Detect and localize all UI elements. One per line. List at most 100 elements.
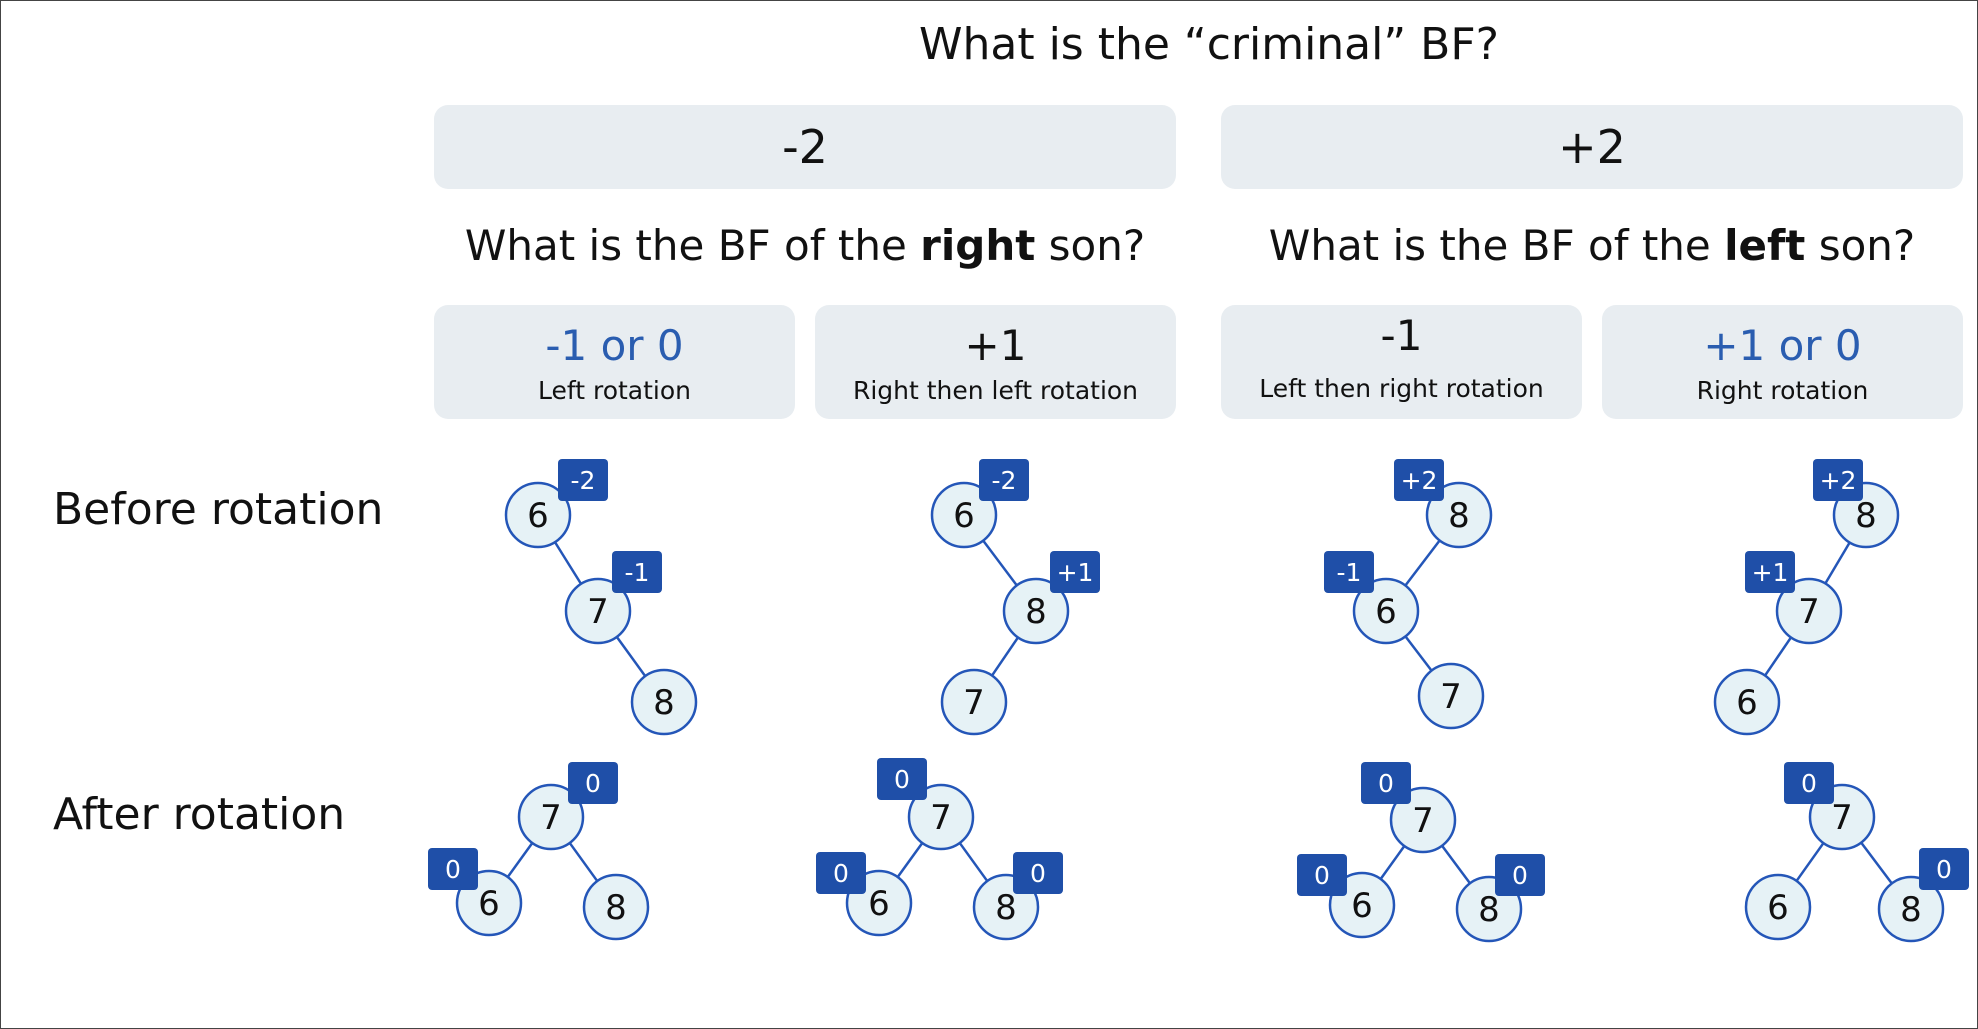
tree-node-label: 7 [1440, 677, 1462, 717]
tree-node-label: 8 [1900, 890, 1922, 930]
balance-factor-badge [877, 758, 927, 800]
tree-node-label: 7 [587, 592, 609, 632]
case-rotation-label: Right rotation [1696, 376, 1869, 405]
tree-edge [990, 636, 1020, 677]
balance-factor-badge [1324, 551, 1374, 593]
balance-factor-value: 0 [1512, 861, 1528, 890]
question-emphasis: right [920, 221, 1036, 270]
tree-edge [1860, 841, 1893, 885]
balance-factor-value: 0 [585, 769, 601, 798]
case-panel-left-rotation: -1 or 0 Left rotation [434, 305, 795, 419]
tree-node-label: 8 [605, 888, 627, 928]
balance-factor-value: 0 [833, 859, 849, 888]
tree-node-label: 6 [1736, 683, 1758, 723]
left-son-question: What is the BF of the left son? [1221, 221, 1963, 270]
balance-factor-badge [1784, 762, 1834, 804]
tree-edge [568, 842, 599, 882]
tree-node-label: 8 [1478, 890, 1500, 930]
tree-node-label: 7 [1798, 592, 1820, 632]
tree-edge [1763, 636, 1793, 677]
balance-factor-badge [1813, 459, 1863, 501]
tree-node-label: 6 [1767, 888, 1789, 928]
tree-edge [1404, 635, 1433, 672]
case-bf-value: +1 [964, 321, 1027, 370]
balance-factor-value: -1 [1337, 558, 1362, 587]
criminal-bf-negative: -2 [782, 120, 828, 174]
balance-factor-value: -1 [625, 558, 650, 587]
tree-node-label: 6 [1375, 592, 1397, 632]
tree-node-label: 8 [1448, 496, 1470, 536]
tree-node [504, 481, 572, 549]
before-tree-2: 6 -2 8 +1 7 [930, 459, 1100, 736]
before-tree-4: 8+2 7 +1 6 [1713, 459, 1900, 736]
tree-edge [1795, 842, 1825, 882]
question-text: What is the BF of the [464, 221, 921, 270]
case-panel-left-right-rotation: -1 Left then right rotation [1221, 305, 1582, 419]
tree-node-label: 7 [963, 683, 985, 723]
tree-edge [982, 539, 1018, 587]
tree-node [582, 873, 650, 941]
balance-factor-value: -2 [992, 466, 1017, 495]
balance-factor-value: +1 [1752, 558, 1789, 587]
tree-node-label: 7 [1831, 798, 1853, 838]
tree-node [1417, 662, 1485, 730]
tree-node-label: 8 [1855, 496, 1877, 536]
tree-edge [1824, 541, 1851, 585]
tree-node-label: 8 [995, 888, 1017, 928]
tree-node [1713, 668, 1781, 736]
before-rotation-label: Before rotation [53, 484, 384, 535]
tree-node [564, 577, 632, 645]
tree-node [940, 668, 1008, 736]
balance-factor-badge [568, 762, 618, 804]
tree-node-label: 6 [1351, 886, 1373, 926]
balance-factor-badge [1361, 762, 1411, 804]
balance-factor-value: 0 [1801, 769, 1817, 798]
balance-factor-value: 0 [1378, 769, 1394, 798]
case-panel-right-left-rotation: +1 Right then left rotation [815, 305, 1176, 419]
criminal-bf-positive: +2 [1558, 120, 1626, 174]
slide-title: What is the “criminal” BF? [918, 19, 1499, 70]
tree-node [907, 783, 975, 851]
balance-factor-value: 0 [445, 855, 461, 884]
question-text: son? [1805, 221, 1916, 270]
tree-node-label: 7 [1412, 801, 1434, 841]
tree-node-label: 6 [478, 884, 500, 924]
balance-factor-value: +2 [1401, 466, 1438, 495]
after-tree-4: 706 80 [1744, 762, 1969, 943]
balance-factor-badge [612, 551, 662, 593]
balance-factor-value: +1 [1057, 558, 1094, 587]
case-rotation-label: Left rotation [537, 376, 691, 405]
balance-factor-badge [816, 852, 866, 894]
balance-factor-value: +2 [1820, 466, 1857, 495]
tree-node [1744, 873, 1812, 941]
balance-factor-value: -2 [571, 466, 596, 495]
tree-node-label: 8 [1025, 592, 1047, 632]
tree-edge [1441, 844, 1471, 885]
balance-factor-badge [1050, 551, 1100, 593]
case-bf-value: -1 or 0 [545, 321, 684, 370]
tree-node-label: 6 [527, 496, 549, 536]
tree-node [1002, 577, 1070, 645]
tree-node-label: 7 [930, 798, 952, 838]
case-rotation-label: Right then left rotation [852, 376, 1139, 405]
tree-node-label: 8 [653, 683, 675, 723]
tree-edge [896, 842, 924, 878]
balance-factor-badge [1297, 854, 1347, 896]
case-rotation-label: Left then right rotation [1259, 374, 1544, 403]
criminal-bf-positive-panel: +2 [1221, 105, 1963, 189]
tree-edge [506, 842, 534, 878]
question-text: son? [1035, 221, 1146, 270]
tree-node-label: 6 [868, 884, 890, 924]
balance-factor-badge [1013, 852, 1063, 894]
tree-node-label: 7 [540, 798, 562, 838]
balance-factor-badge [1919, 848, 1969, 890]
right-son-question: What is the BF of the right son? [434, 221, 1176, 270]
balance-factor-badge [1495, 854, 1545, 896]
after-rotation-label: After rotation [53, 789, 346, 840]
tree-edge [615, 636, 647, 677]
